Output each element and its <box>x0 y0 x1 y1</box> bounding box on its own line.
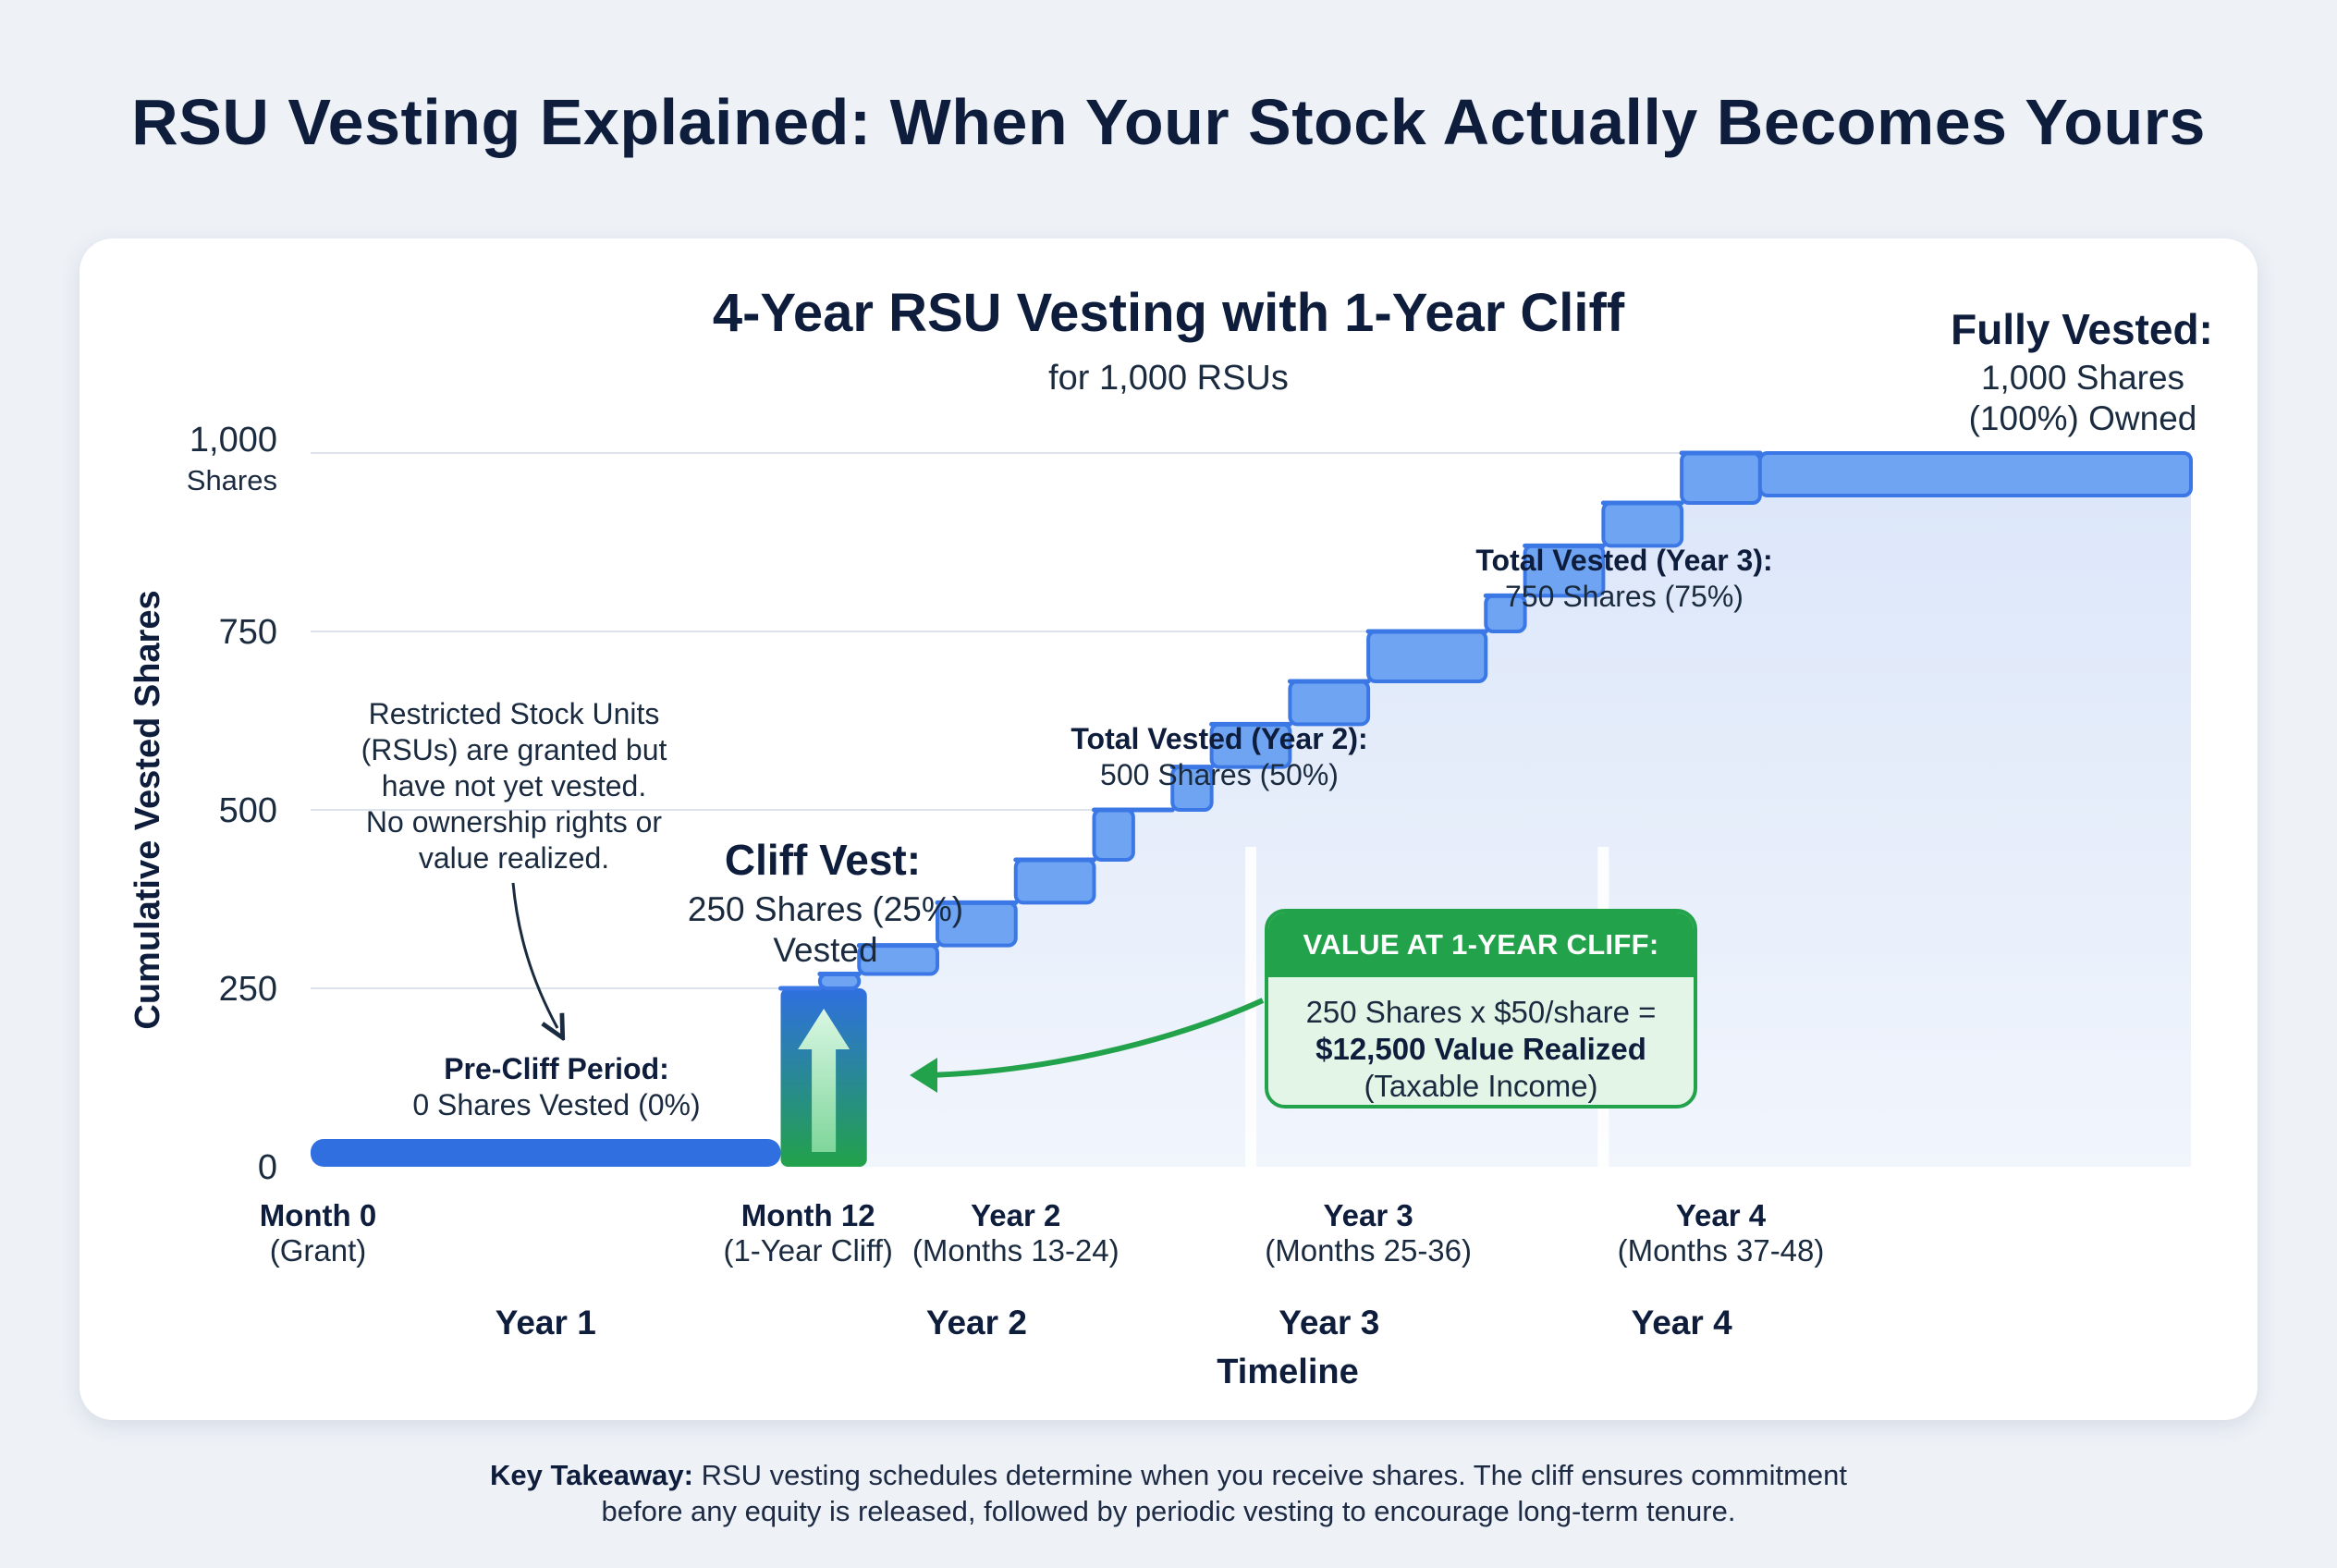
rsu-note-line: have not yet vested. <box>382 769 646 802</box>
year-label: Year 1 <box>496 1304 596 1341</box>
cliff-vest-line: 250 Shares (25%) <box>688 890 963 928</box>
vesting-step <box>1680 451 1762 506</box>
rsu-note-line: Restricted Stock Units <box>369 697 660 730</box>
year3-total-text: 750 Shares (75%) <box>1505 580 1744 613</box>
year2-total-title: Total Vested (Year 2): <box>1071 722 1367 755</box>
year2-total-text: 500 Shares (50%) <box>1100 758 1339 791</box>
fully-vested-line: 1,000 Shares <box>1981 359 2184 397</box>
x-tick-label: Month 0 <box>260 1198 376 1232</box>
x-tick-label: Month 12 <box>741 1198 875 1232</box>
callout-arrowhead <box>910 1058 937 1093</box>
callout-arrow <box>925 998 1265 1078</box>
vesting-step <box>1092 808 1135 863</box>
vesting-step <box>1366 630 1488 684</box>
pre-cliff-title: Pre-Cliff Period: <box>444 1052 669 1085</box>
pre-cliff-bar <box>311 1139 781 1167</box>
page-title: RSU Vesting Explained: When Your Stock A… <box>131 86 2206 158</box>
x-tick-sublabel: (Months 25-36) <box>1265 1233 1472 1268</box>
cliff-up-arrow <box>798 1009 850 1152</box>
x-tick-sublabel: (Grant) <box>270 1233 367 1268</box>
y-tick-label: 1,000 <box>190 421 277 459</box>
callout-body: 250 Shares x $50/share = $12,500 Value R… <box>1268 977 1694 1105</box>
callout-line-1: 250 Shares x $50/share = <box>1305 995 1657 1029</box>
rsu-note-line: value realized. <box>419 841 609 875</box>
rsu-note-line: No ownership rights or <box>366 805 662 839</box>
rsu-note-line: (RSUs) are granted but <box>361 733 667 766</box>
x-tick-sublabel: (1-Year Cliff) <box>723 1233 892 1268</box>
takeaway-line-2: before any equity is released, followed … <box>601 1495 1736 1527</box>
chart-title: 4-Year RSU Vesting with 1-Year Cliff <box>713 283 1625 343</box>
key-takeaway: Key Takeaway: RSU vesting schedules dete… <box>0 1457 2337 1529</box>
x-tick-label: Year 3 <box>1323 1198 1413 1232</box>
fully-vested-line: (100%) Owned <box>1969 399 2197 437</box>
vesting-step-final <box>1757 451 2193 497</box>
year-label: Year 2 <box>926 1304 1027 1341</box>
x-tick-sublabel: (Months 37-48) <box>1618 1233 1825 1268</box>
year-label: Year 4 <box>1632 1304 1732 1341</box>
year3-total-title: Total Vested (Year 3): <box>1475 544 1772 577</box>
takeaway-label: Key Takeaway: <box>489 1459 693 1491</box>
y-tick-label: 250 <box>219 970 277 1009</box>
y-tick-label: 0 <box>258 1148 277 1187</box>
vesting-step <box>1288 680 1371 727</box>
cliff-value-callout: VALUE AT 1-YEAR CLIFF: 250 Shares x $50/… <box>1265 909 1697 1109</box>
y-axis-label: Cumulative Vested Shares <box>128 590 167 1029</box>
y-tick-label: 500 <box>219 791 277 830</box>
chart-subtitle: for 1,000 RSUs <box>1048 359 1289 398</box>
x-tick-label: Year 4 <box>1676 1198 1767 1232</box>
y-tick-label: 750 <box>219 613 277 652</box>
year-label: Year 3 <box>1279 1304 1379 1341</box>
x-tick-sublabel: (Months 13-24) <box>912 1233 1120 1268</box>
takeaway-line-1: RSU vesting schedules determine when you… <box>701 1459 1848 1491</box>
rsu-note-arrow <box>511 882 557 1028</box>
fully-vested-title: Fully Vested: <box>1951 305 2213 353</box>
cliff-vest-line: Vested <box>773 931 877 969</box>
pre-cliff-text: 0 Shares Vested (0%) <box>412 1088 700 1121</box>
y-tick-sublabel: Shares <box>187 464 277 496</box>
x-axis-label: Timeline <box>1217 1353 1358 1391</box>
vesting-step <box>1601 501 1684 548</box>
x-tick-label: Year 2 <box>971 1198 1060 1232</box>
callout-line-2: $12,500 Value Realized <box>1315 1032 1646 1066</box>
callout-header: VALUE AT 1-YEAR CLIFF: <box>1268 913 1694 977</box>
cliff-vest-title: Cliff Vest: <box>725 836 921 884</box>
vested-area <box>780 453 2191 1167</box>
callout-line-3: (Taxable Income) <box>1364 1069 1598 1103</box>
vesting-step <box>1013 858 1096 905</box>
